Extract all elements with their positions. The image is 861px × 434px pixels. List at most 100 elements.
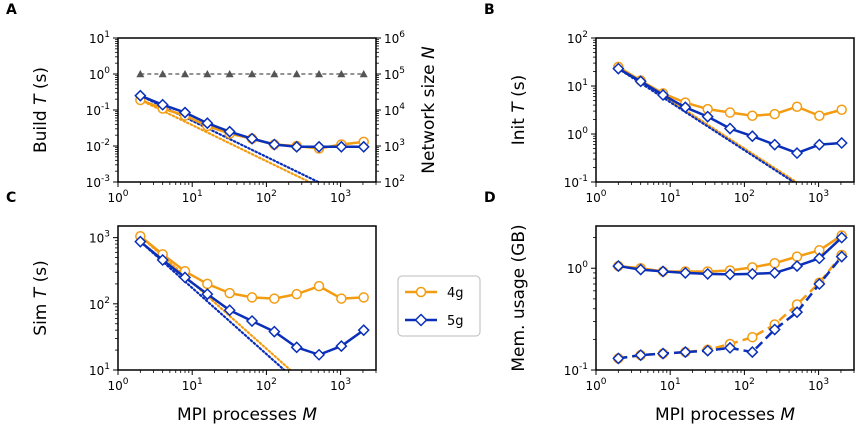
x-tick-label: 101 [182, 377, 203, 393]
data-point [813, 138, 826, 151]
panel-label: C [6, 190, 16, 206]
data-point [245, 132, 259, 145]
data-point [790, 147, 804, 160]
y-axis-label: Sim T (s) [31, 260, 51, 335]
data-point [634, 75, 647, 88]
data-point [268, 138, 281, 151]
data-point [634, 349, 647, 362]
data-point [768, 138, 781, 151]
data-point [746, 346, 759, 359]
data-point [769, 257, 780, 269]
y2-tick-label: 104 [384, 102, 405, 118]
data-point [723, 268, 737, 281]
plot-area [612, 61, 848, 182]
y-axis-label: Mem. usage (GB) [509, 224, 529, 371]
data-point [290, 341, 303, 354]
data-point [269, 293, 280, 304]
data-point [225, 70, 234, 78]
y-tick-label: 10-1 [564, 362, 588, 378]
data-point [835, 136, 848, 150]
data-point [358, 292, 369, 303]
data-point [292, 70, 301, 78]
x-tick-label: 103 [330, 189, 351, 205]
legend-marker-5g [414, 313, 428, 327]
data-point [178, 106, 192, 119]
data-point [723, 341, 737, 354]
data-point [156, 98, 169, 111]
panel-label: D [484, 190, 496, 206]
ideal-scaling-line [139, 235, 292, 370]
plot-area [134, 231, 370, 370]
data-point [656, 265, 670, 278]
y-tick-label: 10-1 [86, 102, 110, 118]
data-point [701, 110, 714, 123]
data-point [312, 348, 326, 361]
data-point [701, 344, 714, 357]
data-point [134, 235, 147, 248]
data-point [791, 101, 803, 112]
x-tick-label: 101 [660, 189, 681, 205]
y-tick-label: 10-3 [86, 174, 110, 190]
data-point [813, 252, 826, 265]
y-axis-label: Init T (s) [509, 75, 529, 146]
x-axis-label: MPI processes M [177, 405, 317, 425]
data-point [768, 323, 781, 336]
y-tick-label: 10-1 [564, 174, 588, 190]
data-point [246, 292, 258, 303]
data-point [724, 107, 736, 118]
data-point [203, 70, 212, 78]
data-point [335, 140, 348, 153]
data-point [268, 325, 281, 338]
y-tick-label: 100 [567, 126, 588, 142]
data-point [656, 347, 670, 360]
y-tick-label: 102 [567, 30, 588, 46]
data-point [769, 108, 780, 120]
data-point [768, 266, 781, 279]
y2-axis-label: Network size N [419, 46, 439, 174]
data-point [136, 70, 145, 78]
data-point [747, 331, 758, 343]
x-tick-label: 100 [107, 377, 128, 393]
data-point [746, 130, 759, 143]
y-tick-label: 10-2 [86, 138, 110, 154]
data-point [612, 62, 625, 75]
data-point [156, 253, 169, 267]
data-point [224, 287, 235, 299]
data-point [747, 110, 758, 121]
data-point [746, 267, 759, 280]
x-tick-label: 102 [734, 377, 755, 393]
axes-frame [117, 225, 377, 371]
plot-area [134, 70, 370, 182]
plot-area [612, 230, 848, 365]
x-tick-label: 101 [182, 189, 203, 205]
x-tick-label: 100 [585, 189, 606, 205]
data-point [202, 278, 213, 290]
y-tick-label: 101 [89, 30, 110, 46]
x-tick-label: 101 [660, 377, 681, 393]
legend-marker-4g [415, 286, 427, 298]
x-tick-label: 103 [330, 377, 351, 393]
data-point [248, 70, 257, 78]
data-point [312, 140, 326, 153]
y-tick-label: 102 [89, 296, 110, 312]
data-point [270, 70, 279, 78]
data-point [835, 250, 848, 263]
data-point [835, 231, 848, 244]
data-point [612, 260, 625, 273]
data-point [178, 271, 192, 284]
panel-C: 100 101 102 103 101 102 103 Sim T (s) MPI proces… [6, 190, 377, 425]
axes-frame [117, 37, 377, 183]
data-point [335, 340, 348, 353]
y-tick-label: 100 [89, 66, 110, 82]
data-point [134, 89, 147, 102]
ideal-scaling-line [139, 240, 286, 370]
panel-A: 100 101 102 103 10-3 10-2 10-1 100 101 102 103 104 1… [6, 2, 439, 205]
x-tick-label: 102 [256, 189, 277, 205]
data-point [315, 70, 324, 78]
x-tick-label: 103 [808, 377, 829, 393]
data-point [701, 267, 714, 280]
panel-label: B [484, 2, 495, 18]
data-point [158, 70, 167, 78]
